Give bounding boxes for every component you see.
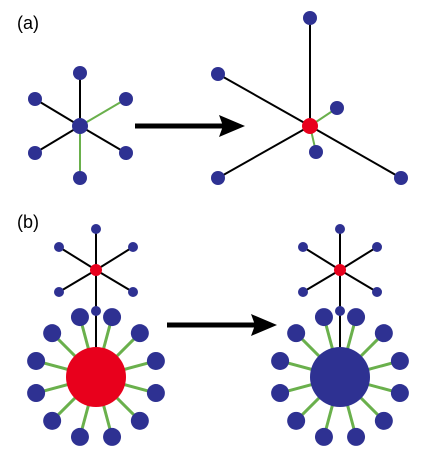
b-right-big-hub-node	[310, 347, 370, 407]
b-right-bottom-leaf-node	[374, 411, 393, 430]
b-left-top-leaf-node	[128, 287, 138, 297]
a-right-edge	[217, 125, 311, 179]
b-left-bottom-leaf-node	[103, 308, 122, 327]
a-left-leaf-node	[73, 171, 87, 185]
b-left-top-edge	[58, 269, 97, 293]
a-left-edge	[34, 98, 81, 127]
b-left-top-edge	[58, 246, 97, 271]
b-left-big-hub-node	[66, 347, 126, 407]
b-left-top-leaf-node	[91, 224, 101, 234]
b-left-top-leaf-node	[54, 287, 64, 297]
b-left-bottom-leaf-node	[43, 411, 62, 430]
b-right-bottom-leaf-node	[390, 384, 409, 403]
b-left-top-edge	[95, 246, 134, 271]
b-right-top-leaf-node	[372, 287, 382, 297]
panel-label-a: (a)	[17, 13, 39, 33]
a-right-leaf-node	[211, 171, 225, 185]
b-left-top-hub-node	[90, 264, 102, 276]
b-right-bottom-leaf-node	[374, 324, 393, 343]
a-left-leaf-node	[73, 66, 87, 80]
b-left-bottom-leaf-node	[130, 411, 149, 430]
a-right-hub-node	[302, 118, 318, 134]
a-right-leaf-node	[211, 67, 225, 81]
b-right-bottom-leaf-node	[287, 324, 306, 343]
b-left-bottom-leaf-node	[27, 384, 46, 403]
b-right-top-leaf-node	[335, 306, 345, 316]
b-left-top-leaf-node	[91, 306, 101, 316]
b-right-bottom-leaf-node	[287, 411, 306, 430]
a-left-leaf-node	[119, 92, 133, 106]
a-right-leaf-node	[303, 11, 317, 25]
b-left-top-leaf-node	[54, 242, 64, 252]
a-left-leaf-node	[119, 146, 133, 160]
b-right-top-leaf-node	[298, 287, 308, 297]
arrow-b	[167, 314, 277, 336]
b-right-top-hub-node	[334, 264, 346, 276]
b-left-bottom-leaf-node	[103, 427, 122, 446]
b-left-top-leaf-node	[128, 242, 138, 252]
arrow-a	[135, 115, 245, 137]
a-right-leaf-node	[330, 101, 344, 115]
b-left-bottom-leaf-node	[27, 351, 46, 370]
b-left-top-edge	[95, 269, 134, 293]
b-right-top-edge	[302, 269, 341, 293]
b-right-bottom-leaf-node	[347, 308, 366, 327]
a-left-edge	[79, 98, 127, 127]
a-right-edge	[217, 73, 311, 127]
a-left-leaf-node	[28, 92, 42, 106]
panel-label-b: (b)	[17, 212, 39, 232]
b-left-bottom-leaf-node	[70, 308, 89, 327]
b-right-top-leaf-node	[372, 242, 382, 252]
a-left-leaf-node	[28, 146, 42, 160]
b-left-bottom-leaf-node	[70, 427, 89, 446]
b-left-bottom-leaf-node	[146, 351, 165, 370]
b-left-bottom-leaf-node	[146, 384, 165, 403]
a-left-edge	[34, 125, 81, 154]
b-right-bottom-leaf-node	[347, 427, 366, 446]
b-right-bottom-leaf-node	[390, 351, 409, 370]
b-right-bottom-leaf-node	[271, 384, 290, 403]
b-right-top-leaf-node	[335, 224, 345, 234]
b-right-top-leaf-node	[298, 242, 308, 252]
b-right-top-edge	[339, 246, 378, 271]
b-right-bottom-leaf-node	[271, 351, 290, 370]
b-right-bottom-leaf-node	[314, 308, 333, 327]
b-right-bottom-leaf-node	[314, 427, 333, 446]
b-right-top-edge	[302, 246, 341, 271]
a-right-edge	[309, 125, 402, 179]
a-left-edge	[79, 125, 127, 154]
a-right-leaf-node	[309, 145, 323, 159]
a-left-hub-node	[72, 118, 88, 134]
a-right-leaf-node	[394, 171, 408, 185]
b-right-top-edge	[339, 269, 378, 293]
b-left-bottom-leaf-node	[130, 324, 149, 343]
b-left-bottom-leaf-node	[43, 324, 62, 343]
